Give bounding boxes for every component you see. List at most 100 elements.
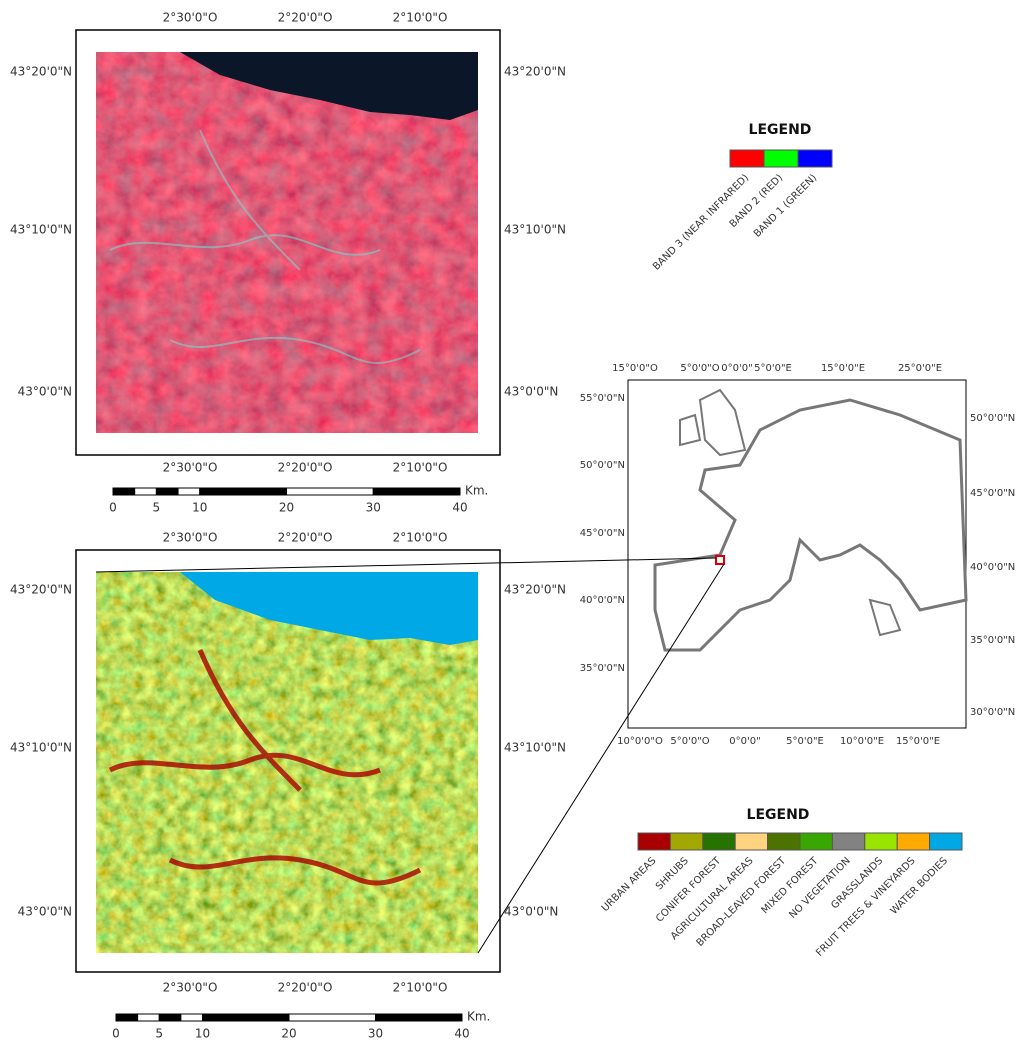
- lat-label: 43°0'0"N: [18, 385, 72, 399]
- graticule-label: 35°0'0"N: [970, 635, 1015, 646]
- sea: [180, 52, 478, 120]
- scale-label: 5: [153, 501, 161, 515]
- graticule-label: 30°0'0"N: [970, 707, 1015, 718]
- scale-segment: [137, 1013, 160, 1022]
- graticule-label: 5°0'0"O: [680, 363, 719, 374]
- graticule-label: 0°0'0": [729, 736, 760, 747]
- legend-title: LEGEND: [749, 122, 812, 138]
- scale-segment: [199, 487, 287, 496]
- lon-label: 2°10'0"O: [393, 531, 448, 545]
- legend-swatch: [637, 832, 671, 851]
- scale-label: 20: [281, 1027, 296, 1041]
- legend-label: URBAN AREAS: [600, 855, 659, 914]
- graticule-label: 10°0'0"E: [840, 736, 884, 747]
- graticule-label: 15°0'0"E: [821, 363, 865, 374]
- scale-label: 10: [192, 501, 207, 515]
- lon-label: 2°20'0"O: [278, 531, 333, 545]
- lat-label: 43°0'0"N: [504, 905, 558, 919]
- scale-label: 5: [155, 1027, 163, 1041]
- scale-segment: [158, 1013, 182, 1022]
- legend-swatch: [702, 832, 736, 851]
- graticule-label: 5°0'0"O: [670, 736, 709, 747]
- lat-label: 43°0'0"N: [18, 905, 72, 919]
- legend-swatch: [799, 832, 833, 851]
- scale-segment: [177, 487, 201, 496]
- lon-label: 2°20'0"O: [278, 11, 333, 25]
- scale-label: 30: [368, 1027, 383, 1041]
- lon-label: 2°30'0"O: [163, 461, 218, 475]
- scale-label: 40: [452, 501, 467, 515]
- graticule-label: 35°0'0"N: [580, 663, 625, 674]
- graticule-label: 0°0'0": [721, 363, 752, 374]
- graticule-label: 15°0'0"E: [896, 736, 940, 747]
- river-valleys: [109, 129, 421, 364]
- legend-swatch: [929, 832, 963, 851]
- legend-swatch: [669, 832, 704, 851]
- legend-swatch: [896, 832, 931, 851]
- lon-label: 2°10'0"O: [393, 461, 448, 475]
- lon-label: 2°10'0"O: [393, 981, 448, 995]
- lat-label: 43°0'0"N: [504, 385, 558, 399]
- legend-swatch: [734, 832, 769, 851]
- graticule-label: 25°0'0"E: [898, 363, 942, 374]
- urban-areas: [108, 649, 422, 886]
- lat-label: 43°20'0"N: [10, 583, 72, 597]
- lon-label: 2°30'0"O: [163, 531, 218, 545]
- legend-swatch: [797, 149, 833, 168]
- islands: [679, 388, 902, 637]
- scale-unit: Km.: [467, 1010, 490, 1024]
- scale-unit: Km.: [465, 484, 488, 498]
- scale-segment: [372, 487, 461, 496]
- scale-label: 40: [454, 1027, 469, 1041]
- lon-label: 2°20'0"O: [278, 981, 333, 995]
- legend-swatch: [831, 832, 866, 851]
- study-area-marker: [715, 555, 725, 565]
- graticule-label: 50°0'0"N: [580, 460, 625, 471]
- scale-label: 20: [279, 501, 294, 515]
- scale-label: 10: [195, 1027, 210, 1041]
- legend-title: LEGEND: [747, 807, 810, 823]
- graticule-label: 15°0'0"O: [612, 363, 658, 374]
- connector: [477, 563, 725, 954]
- scale-segment: [155, 487, 179, 496]
- graticule-label: 55°0'0"N: [580, 393, 625, 404]
- lon-label: 2°20'0"O: [278, 461, 333, 475]
- graticule-label: 40°0'0"N: [970, 562, 1015, 573]
- scale-label: 0: [109, 501, 117, 515]
- legend-swatch: [767, 832, 801, 851]
- scale-segment: [115, 1013, 139, 1022]
- scale-label: 0: [112, 1027, 120, 1041]
- lat-label: 43°20'0"N: [504, 583, 566, 597]
- scale-segment: [202, 1013, 290, 1022]
- legend-label: MIXED FOREST: [760, 855, 821, 916]
- lon-label: 2°30'0"O: [163, 11, 218, 25]
- lat-label: 43°20'0"N: [504, 65, 566, 79]
- lat-label: 43°10'0"N: [504, 223, 566, 237]
- legend-label: NO VEGETATION: [787, 855, 852, 920]
- scale-segment: [286, 487, 374, 496]
- scale-segment: [288, 1013, 376, 1022]
- legend-swatch: [729, 149, 765, 168]
- graticule-label: 45°0'0"N: [580, 528, 625, 539]
- lat-label: 43°10'0"N: [504, 741, 566, 755]
- scale-segment: [134, 487, 157, 496]
- graticule-label: 50°0'0"N: [970, 413, 1015, 424]
- scale-segment: [375, 1013, 463, 1022]
- scale-label: 30: [366, 501, 381, 515]
- lat-label: 43°20'0"N: [10, 65, 72, 79]
- legend-swatch: [864, 832, 898, 851]
- legend-swatch: [763, 149, 799, 168]
- graticule-label: 40°0'0"N: [580, 595, 625, 606]
- lat-label: 43°10'0"N: [10, 223, 72, 237]
- lon-label: 2°10'0"O: [393, 11, 448, 25]
- scale-segment: [180, 1013, 203, 1022]
- lat-label: 43°10'0"N: [10, 741, 72, 755]
- connector: [95, 557, 717, 573]
- europe-land: [653, 398, 968, 652]
- legend-label: WATER BODIES: [889, 855, 950, 916]
- lon-label: 2°30'0"O: [163, 981, 218, 995]
- scale-segment: [112, 487, 136, 496]
- graticule-label: 10°0'0"O: [617, 736, 663, 747]
- graticule-label: 5°0'0"E: [786, 736, 824, 747]
